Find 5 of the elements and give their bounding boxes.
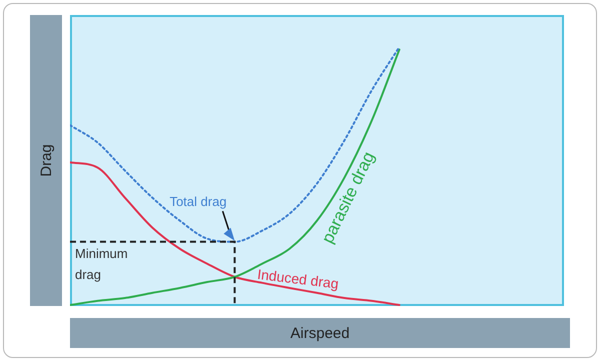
ref-line-label: Minimum drag — [75, 246, 128, 282]
text: Induced drag — [256, 266, 340, 292]
y-axis-title: Drag — [38, 144, 55, 177]
x-axis-title: Airspeed — [70, 318, 570, 348]
series-label: Total drag — [170, 194, 227, 210]
